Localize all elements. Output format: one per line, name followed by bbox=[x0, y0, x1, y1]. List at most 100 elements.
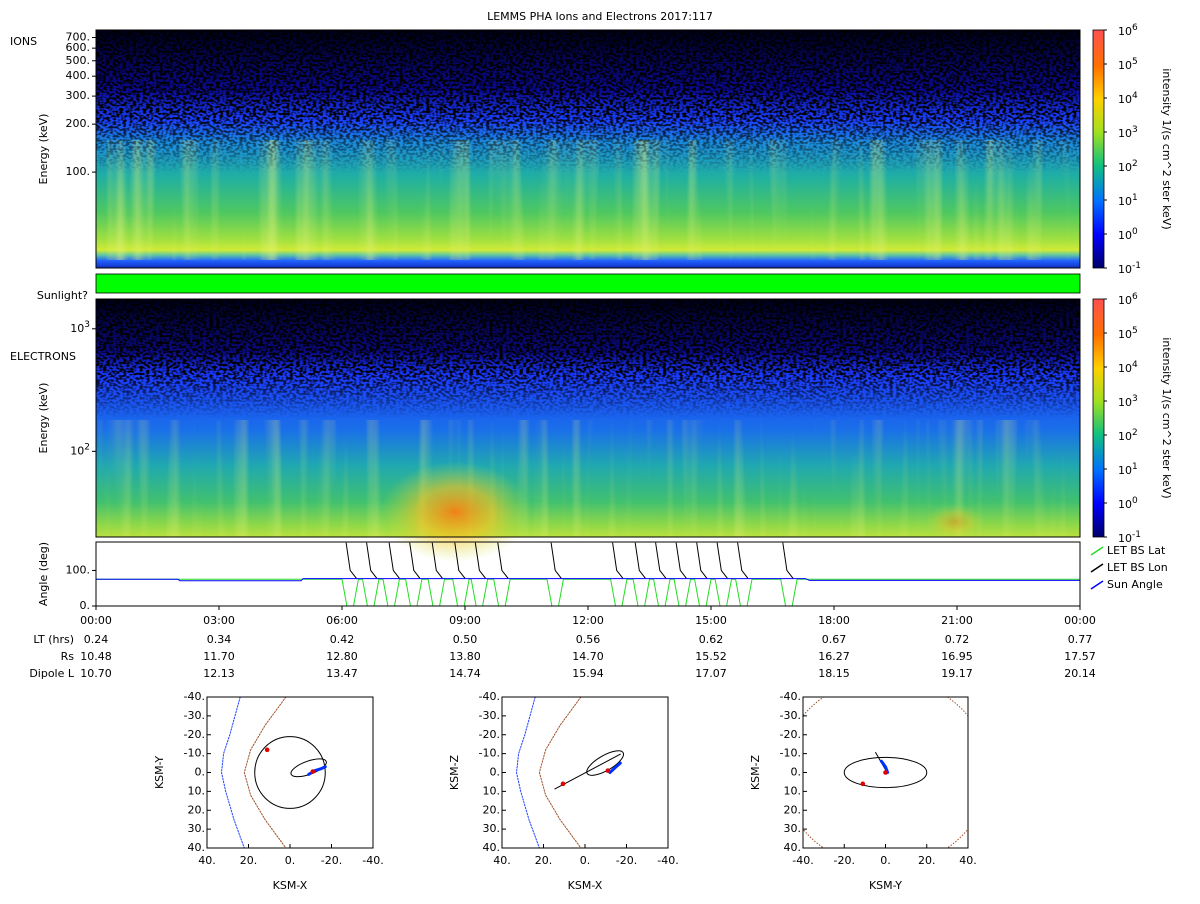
colorbar-tick-label-exponent: 0 bbox=[1132, 227, 1138, 237]
x-tick-label-text: 40. bbox=[959, 854, 977, 867]
y-tick-label: 700. bbox=[66, 30, 91, 43]
colorbar-tick-label-exponent: -1 bbox=[1132, 261, 1141, 271]
colorbar-label: intensity 1/(s cm^2 ster keV) bbox=[1160, 337, 1173, 498]
colorbar-tick-label: 101 bbox=[1118, 193, 1138, 209]
ephemeris-value: 0.24 bbox=[84, 633, 109, 646]
colorbar-tick-label: 103 bbox=[1118, 125, 1138, 141]
colorbar-tick-label-text: 10 bbox=[1118, 25, 1132, 38]
colorbar-tick-label-exponent: -1 bbox=[1132, 530, 1141, 540]
ephemeris-value: 12.13 bbox=[203, 667, 235, 680]
ephemeris-value: 0.72 bbox=[945, 633, 970, 646]
colorbar bbox=[1092, 298, 1105, 538]
orbit-point bbox=[860, 781, 866, 787]
y-tick-label-text: 40. bbox=[483, 841, 501, 854]
y-tick-label-text: -30. bbox=[184, 709, 205, 722]
ephemeris-value: 15.52 bbox=[695, 650, 727, 663]
y-tick-label-text: -40. bbox=[479, 690, 500, 703]
sunlight-bar bbox=[95, 273, 1081, 294]
y-tick-label-text: 0. bbox=[791, 766, 802, 779]
x-tick-label: 20. bbox=[240, 854, 258, 867]
colorbar-tick-label: 102 bbox=[1118, 159, 1138, 175]
series-line bbox=[96, 578, 1080, 582]
y-tick-label-text: 20. bbox=[188, 803, 206, 816]
orbit-point bbox=[264, 747, 270, 753]
sunlight-label: Sunlight? bbox=[37, 289, 88, 302]
x-tick-label-text: 12:00 bbox=[572, 614, 604, 627]
y-tick-label: -10. bbox=[184, 747, 205, 760]
colorbar-tick-label-text: 10 bbox=[1118, 328, 1132, 341]
ephemeris-value: 19.17 bbox=[941, 667, 973, 680]
colorbar-tick-label: 106 bbox=[1118, 23, 1138, 39]
y-tick-label-text: 0. bbox=[80, 599, 91, 612]
colorbar-tick-label-exponent: 2 bbox=[1132, 428, 1138, 438]
y-tick-label-text: -20. bbox=[479, 728, 500, 741]
x-tick-label-text: -40. bbox=[657, 854, 678, 867]
ephemeris-value: 11.70 bbox=[203, 650, 235, 663]
x-tick-label-text: 06:00 bbox=[326, 614, 358, 627]
y-tick-label-text: 30. bbox=[784, 822, 802, 835]
ephemeris-label: LT (hrs) bbox=[33, 633, 74, 646]
ephemeris-value: 14.74 bbox=[449, 667, 481, 680]
y-tick-label: 10. bbox=[483, 784, 501, 797]
colorbar-tick-label: 100 bbox=[1118, 227, 1138, 243]
y-tick-label: 600. bbox=[66, 41, 91, 54]
legend-label: Sun Angle bbox=[1107, 578, 1163, 591]
orbit-content bbox=[220, 697, 327, 848]
ephemeris-value: 0.67 bbox=[822, 633, 847, 646]
y-tick-label-text: -40. bbox=[780, 690, 801, 703]
colorbar-tick-label-exponent: 5 bbox=[1132, 57, 1138, 67]
x-tick-label: 06:00 bbox=[326, 614, 358, 627]
orbit-curve bbox=[608, 761, 622, 774]
orbit-point bbox=[883, 770, 888, 775]
y-tick-label-text: 100. bbox=[66, 563, 91, 576]
y-tick-label: 200. bbox=[66, 117, 91, 130]
y-tick-label: 0. bbox=[195, 766, 206, 779]
x-tick-label: -40. bbox=[362, 854, 383, 867]
x-tick-label-text: 0. bbox=[285, 854, 296, 867]
y-tick-label-text: -10. bbox=[184, 747, 205, 760]
colorbar-tick-label-text: 10 bbox=[1118, 263, 1132, 276]
ephemeris-value: 13.80 bbox=[449, 650, 481, 663]
colorbar-tick-label: 104 bbox=[1118, 360, 1138, 376]
colorbar-tick-label-text: 10 bbox=[1118, 127, 1132, 140]
orbit-point bbox=[560, 781, 566, 787]
y-tick-label: 10. bbox=[188, 784, 206, 797]
y-tick-label-text: 10 bbox=[70, 322, 84, 335]
orbit-curve bbox=[879, 759, 890, 774]
x-tick-label: 40. bbox=[959, 854, 977, 867]
colorbar-tick-label-text: 10 bbox=[1118, 498, 1132, 511]
y-tick-label: 0. bbox=[80, 599, 91, 612]
colorbar-tick-label-exponent: 0 bbox=[1132, 496, 1138, 506]
y-axis-label: Energy (keV) bbox=[37, 383, 50, 454]
x-tick-label-text: -40. bbox=[792, 854, 813, 867]
ephemeris-value: 10.48 bbox=[80, 650, 112, 663]
colorbar-tick-label-exponent: 6 bbox=[1132, 23, 1138, 33]
x-tick-label-text: 40. bbox=[493, 854, 511, 867]
orbit-curve bbox=[243, 697, 287, 848]
x-tick-label-text: -40. bbox=[362, 854, 383, 867]
x-tick-label-text: 0. bbox=[580, 854, 591, 867]
orbit-curve bbox=[515, 697, 540, 848]
x-tick-label-text: 15:00 bbox=[695, 614, 727, 627]
legend-swatch bbox=[1090, 563, 1104, 573]
x-tick-label: 09:00 bbox=[449, 614, 481, 627]
y-tick-label-exponent: 3 bbox=[84, 319, 90, 329]
ephemeris-value: 0.56 bbox=[576, 633, 601, 646]
colorbar-tick-label-exponent: 5 bbox=[1132, 326, 1138, 336]
x-tick-label: 0. bbox=[580, 854, 591, 867]
colorbar-label: intensity 1/(s cm^2 ster keV) bbox=[1160, 68, 1173, 229]
y-tick-label: 0. bbox=[490, 766, 501, 779]
ephemeris-value: 15.94 bbox=[572, 667, 604, 680]
y-tick-label-text: 600. bbox=[66, 41, 91, 54]
legend-label: LET BS Lat bbox=[1107, 544, 1166, 557]
x-tick-label-text: 0. bbox=[880, 854, 891, 867]
colorbar-tick-label-text: 10 bbox=[1118, 430, 1132, 443]
y-axis-label: KSM-Z bbox=[749, 754, 762, 790]
x-tick-label: -20. bbox=[321, 854, 342, 867]
y-tick-label-text: 500. bbox=[66, 54, 91, 67]
colorbar-tick-label: 10-1 bbox=[1118, 530, 1141, 546]
x-tick-label-text: 21:00 bbox=[941, 614, 973, 627]
y-tick-label: -20. bbox=[479, 728, 500, 741]
